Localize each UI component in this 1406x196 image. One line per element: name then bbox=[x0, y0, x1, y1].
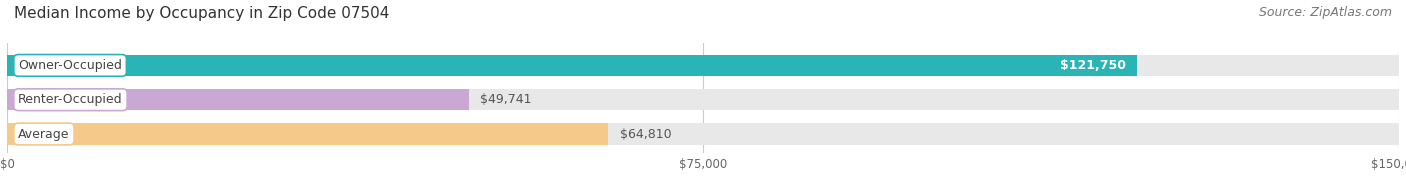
Bar bbox=[7, 55, 1137, 76]
Text: Source: ZipAtlas.com: Source: ZipAtlas.com bbox=[1258, 6, 1392, 19]
Bar bbox=[7, 123, 1399, 145]
Bar bbox=[7, 123, 609, 145]
Text: Average: Average bbox=[18, 128, 70, 141]
Text: Owner-Occupied: Owner-Occupied bbox=[18, 59, 122, 72]
Text: $49,741: $49,741 bbox=[479, 93, 531, 106]
Text: Median Income by Occupancy in Zip Code 07504: Median Income by Occupancy in Zip Code 0… bbox=[14, 6, 389, 21]
Text: $121,750: $121,750 bbox=[1060, 59, 1126, 72]
Text: $64,810: $64,810 bbox=[620, 128, 671, 141]
Bar bbox=[7, 55, 1399, 76]
Bar bbox=[7, 89, 1399, 110]
Bar bbox=[7, 89, 468, 110]
Text: Renter-Occupied: Renter-Occupied bbox=[18, 93, 122, 106]
